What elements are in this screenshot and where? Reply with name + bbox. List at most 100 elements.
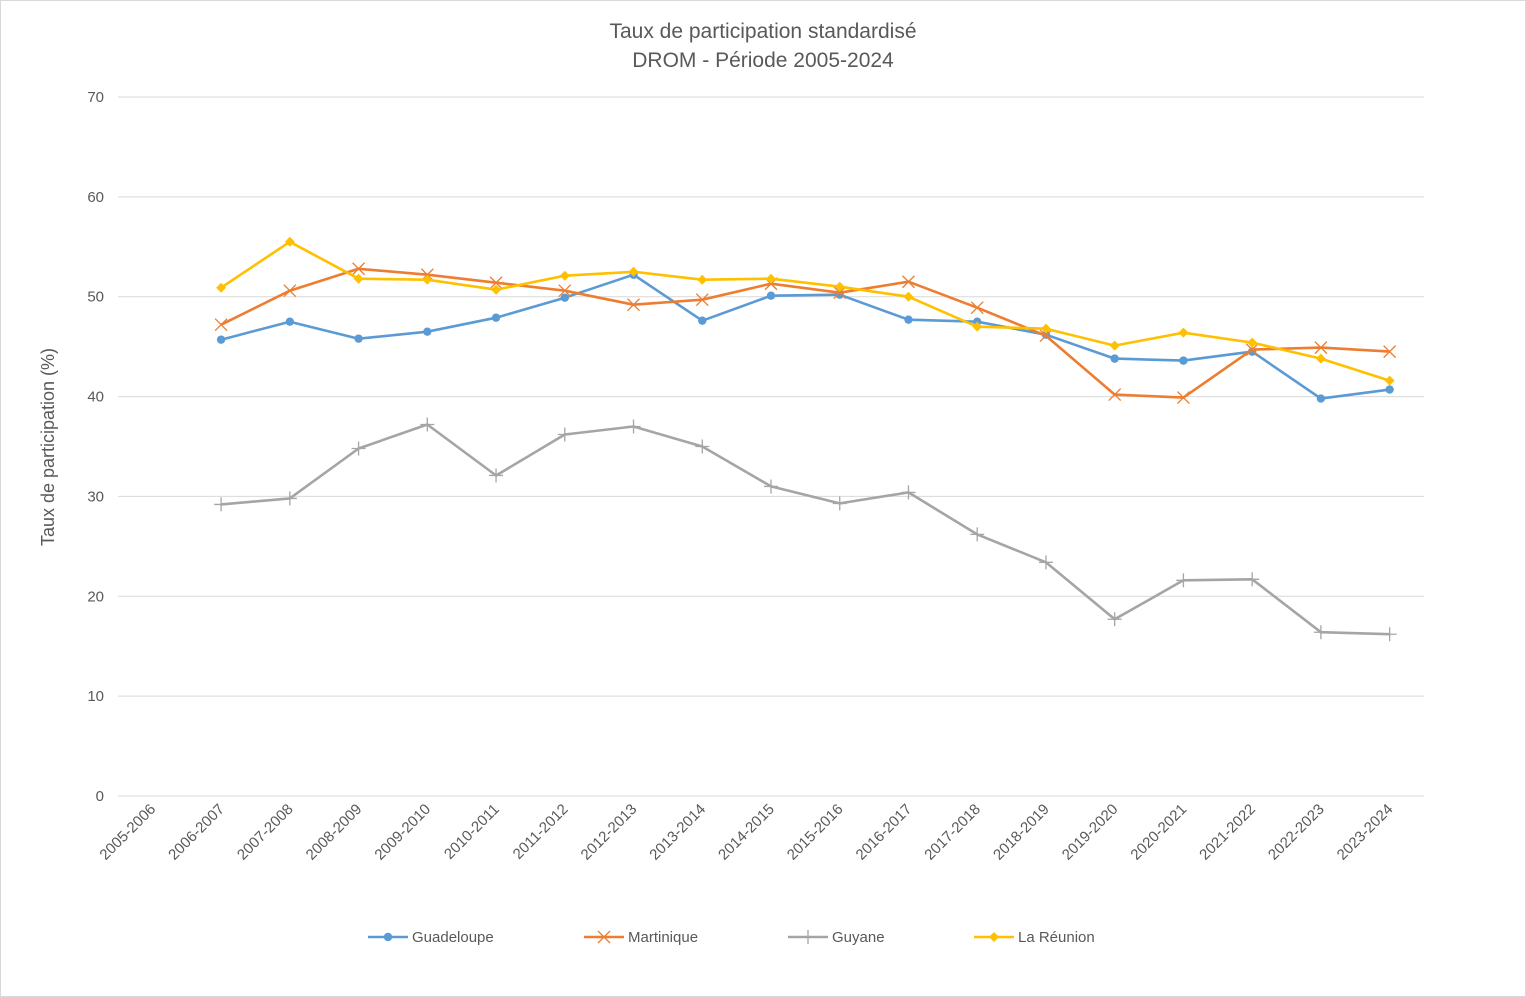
legend-item: La Réunion bbox=[974, 929, 1095, 946]
data-point bbox=[1038, 555, 1053, 570]
x-tick-label: 2007-2008 bbox=[234, 801, 297, 864]
data-point bbox=[214, 497, 229, 512]
x-tick-label: 2010-2011 bbox=[441, 801, 503, 863]
data-point bbox=[1247, 337, 1258, 348]
data-point bbox=[1176, 573, 1191, 588]
x-tick-label: 2020-2021 bbox=[1128, 801, 1191, 864]
legend-item: Martinique bbox=[584, 929, 698, 946]
series-martinique bbox=[214, 262, 1397, 405]
data-point bbox=[1108, 388, 1122, 402]
data-point bbox=[383, 932, 393, 942]
data-point bbox=[214, 318, 228, 332]
y-tick-label: 50 bbox=[87, 289, 104, 306]
y-tick-label: 60 bbox=[87, 189, 104, 206]
legend-item: Guadeloupe bbox=[368, 929, 494, 946]
data-point bbox=[1109, 340, 1120, 351]
chart-subtitle: DROM - Période 2005-2024 bbox=[632, 49, 894, 72]
data-point bbox=[697, 274, 708, 285]
data-point bbox=[489, 468, 504, 483]
x-tick-label: 2011-2012 bbox=[510, 801, 572, 863]
data-point bbox=[1384, 375, 1395, 386]
data-point bbox=[801, 930, 815, 944]
data-point bbox=[698, 316, 707, 325]
data-point bbox=[216, 282, 227, 293]
data-point bbox=[1313, 625, 1328, 640]
data-point bbox=[903, 291, 914, 302]
x-tick-label: 2012-2013 bbox=[578, 801, 641, 864]
y-tick-label: 20 bbox=[87, 588, 104, 605]
data-point bbox=[284, 236, 295, 247]
data-point bbox=[1179, 356, 1188, 365]
data-point bbox=[1314, 341, 1328, 355]
y-tick-label: 40 bbox=[87, 389, 104, 406]
x-tick-label: 2015-2016 bbox=[784, 801, 847, 864]
data-point bbox=[282, 491, 297, 506]
series-lines bbox=[214, 236, 1397, 642]
x-tick-label: 2009-2010 bbox=[371, 801, 434, 864]
data-point bbox=[489, 276, 503, 290]
data-point bbox=[1245, 572, 1260, 587]
series-line bbox=[220, 240, 1390, 382]
series-la-r-union bbox=[216, 236, 1395, 386]
data-point bbox=[695, 293, 709, 307]
data-point bbox=[766, 273, 776, 284]
data-point bbox=[901, 485, 916, 500]
legend-label: Martinique bbox=[628, 929, 698, 946]
legend: Guadeloupe Martinique Guyane La Réunion bbox=[368, 929, 1095, 946]
data-point bbox=[902, 275, 915, 289]
data-point bbox=[989, 932, 999, 942]
x-tick-label: 2008-2009 bbox=[303, 801, 366, 864]
x-tick-label: 2018-2019 bbox=[990, 801, 1053, 864]
data-point bbox=[1382, 627, 1397, 642]
data-point bbox=[216, 335, 226, 344]
y-tick-label: 0 bbox=[96, 788, 104, 805]
series-line bbox=[220, 273, 1390, 400]
data-point bbox=[423, 327, 432, 336]
data-point bbox=[1315, 353, 1326, 364]
chart-title: Taux de participation standardisé bbox=[609, 20, 916, 43]
x-tick-label: 2022-2023 bbox=[1265, 801, 1328, 864]
legend-label: Guyane bbox=[832, 929, 885, 946]
series-line bbox=[220, 423, 1390, 636]
y-tick-labels: 0 10 20 30 40 50 60 70 bbox=[87, 89, 104, 805]
series-line bbox=[220, 267, 1390, 399]
data-point bbox=[1383, 345, 1397, 359]
data-point bbox=[1178, 327, 1189, 338]
data-point bbox=[627, 298, 640, 312]
data-point bbox=[626, 419, 641, 434]
y-tick-label: 30 bbox=[87, 488, 104, 505]
data-point bbox=[628, 266, 639, 277]
data-point bbox=[491, 313, 501, 322]
data-point bbox=[695, 439, 710, 454]
x-tick-labels: 2005-2006 2006-2007 2007-2008 2008-2009 2009… bbox=[96, 801, 1396, 864]
data-point bbox=[766, 291, 776, 300]
data-point bbox=[1316, 394, 1326, 403]
data-point bbox=[285, 317, 295, 326]
x-tick-label: 2013-2014 bbox=[646, 801, 709, 864]
legend-label: Guadeloupe bbox=[412, 929, 494, 946]
x-tick-label: 2016-2017 bbox=[853, 801, 916, 864]
data-point bbox=[491, 284, 502, 295]
data-point bbox=[354, 334, 363, 343]
y-tick-label: 70 bbox=[87, 89, 104, 106]
y-tick-label: 10 bbox=[87, 688, 104, 705]
x-tick-label: 2023-2024 bbox=[1334, 801, 1397, 864]
x-tick-label: 2017-2018 bbox=[921, 801, 984, 864]
legend-item: Guyane bbox=[788, 929, 885, 946]
data-point bbox=[557, 427, 572, 442]
data-point bbox=[1176, 391, 1190, 405]
legend-label: La Réunion bbox=[1018, 929, 1095, 946]
gridlines bbox=[118, 96, 1424, 797]
y-axis-label: Taux de participation (%) bbox=[38, 348, 58, 546]
data-point bbox=[970, 527, 985, 542]
data-point bbox=[1107, 612, 1122, 627]
data-point bbox=[1385, 385, 1394, 394]
data-point bbox=[420, 417, 435, 432]
data-point bbox=[1039, 329, 1053, 343]
x-tick-label: 2019-2020 bbox=[1059, 801, 1122, 864]
data-point bbox=[597, 930, 611, 944]
series-guyane bbox=[214, 417, 1397, 642]
data-point bbox=[1040, 323, 1051, 334]
data-point bbox=[970, 301, 984, 315]
